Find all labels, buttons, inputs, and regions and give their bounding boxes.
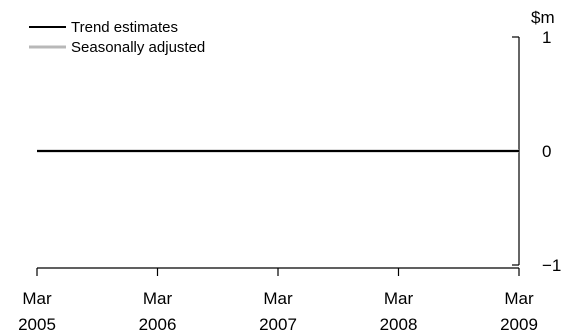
y-tick-label: 0 (542, 142, 551, 161)
x-ticks: Mar 2005 Mar 2006 Mar 2007 Mar 2008 Mar 2009 (18, 268, 538, 334)
legend-label-seasonally-adjusted: Seasonally adjusted (71, 39, 205, 56)
x-tick-label: Mar 2009 (500, 289, 538, 334)
x-tick-label: Mar 2007 (259, 289, 297, 334)
y-tick-label: −1 (542, 256, 561, 275)
legend-label-trend: Trend estimates (71, 19, 178, 36)
x-tick-label: Mar 2008 (380, 289, 418, 334)
y-ticks: −1 0 1 (512, 28, 561, 275)
y-axis-unit-label: $m (531, 8, 555, 27)
x-tick-label: Mar 2006 (139, 289, 177, 334)
y-tick-label: 1 (542, 28, 551, 47)
x-tick-label: Mar 2005 (18, 289, 56, 334)
legend: Trend estimates Seasonally adjusted (29, 19, 205, 56)
